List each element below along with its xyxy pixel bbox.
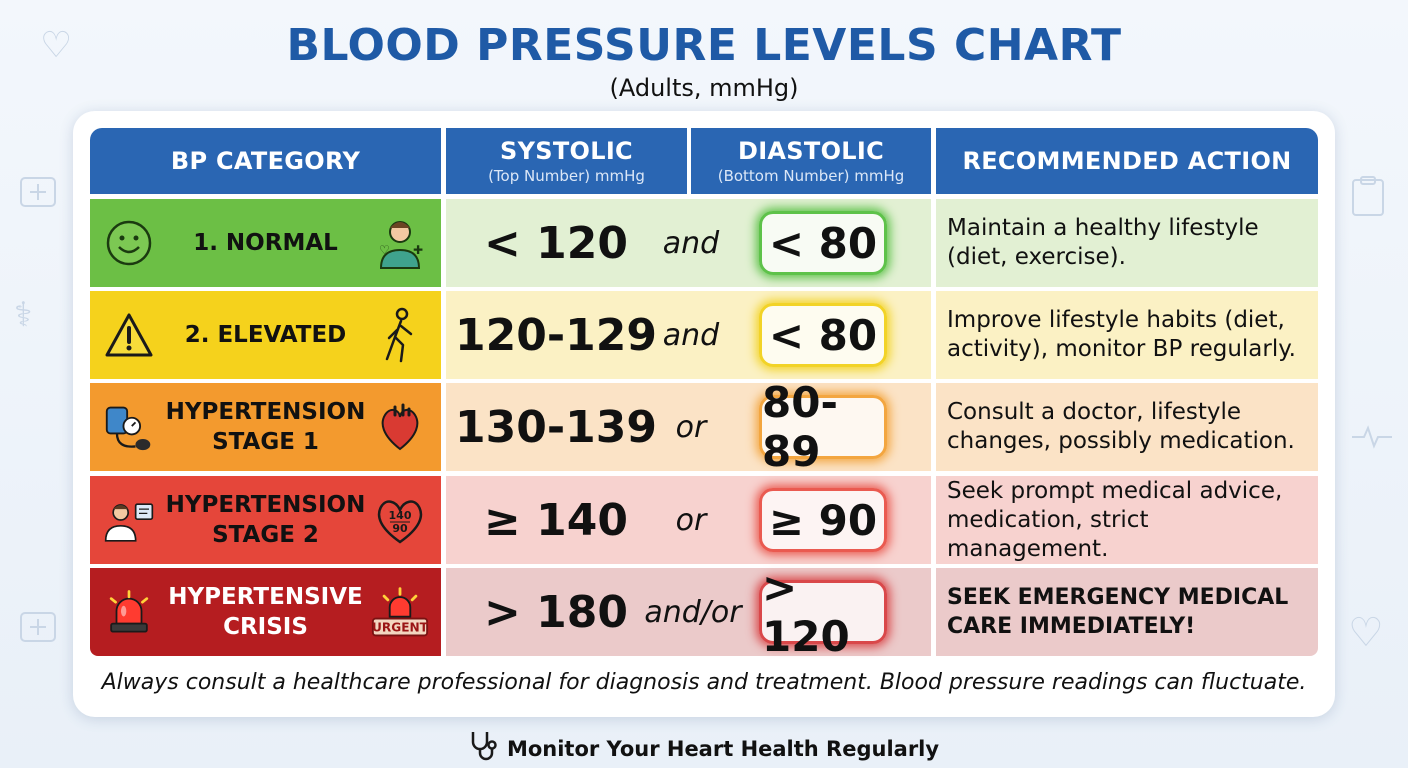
category-stage1: HYPERTENSION STAGE 1	[90, 383, 441, 471]
category-crisis-label: HYPERTENSIVE CRISIS	[160, 582, 371, 642]
diastolic-badge-stage2: ≥ 90	[759, 488, 887, 552]
values-row-elevated: 120-129 and < 80	[446, 291, 931, 379]
bg-stethoscope-icon: ⚕	[14, 295, 33, 335]
category-normal: 1. NORMAL ♡ ✚	[90, 199, 441, 287]
bottom-note: Monitor Your Heart Health Regularly	[0, 730, 1408, 767]
action-stage1-line2: changes, possibly medication.	[947, 428, 1295, 454]
category-elevated-label: 2. ELEVATED	[184, 322, 347, 348]
action-stage2: Seek prompt medical advice, medication, …	[936, 476, 1318, 564]
header-systolic-sub: (Top Number) mmHg	[488, 167, 645, 185]
urgent-label: URGENT	[372, 621, 429, 635]
svg-text:♡: ♡	[379, 243, 390, 257]
header-systolic: SYSTOLIC (Top Number) mmHg	[446, 128, 687, 194]
walking-person-icon	[371, 306, 429, 364]
category-stage1-line2: STAGE 1	[212, 429, 319, 455]
systolic-elevated: 120-129	[455, 309, 657, 361]
heart-monitor-diastolic: 90	[392, 522, 408, 535]
header-action: RECOMMENDED ACTION	[936, 128, 1318, 194]
page-subtitle: (Adults, mmHg)	[609, 74, 799, 102]
action-stage1: Consult a doctor, lifestyle changes, pos…	[936, 383, 1318, 471]
diastolic-badge-elevated: < 80	[759, 303, 887, 367]
smiley-icon	[104, 218, 154, 268]
values-row-stage2: ≥ 140 or ≥ 90	[446, 476, 931, 564]
category-crisis-line2: CRISIS	[223, 614, 308, 640]
action-crisis-line2: CARE IMMEDIATELY!	[947, 614, 1196, 639]
action-stage1-line1: Consult a doctor, lifestyle	[947, 399, 1242, 425]
page-title: BLOOD PRESSURE LEVELS CHART	[286, 20, 1122, 71]
category-stage2-line2: STAGE 2	[212, 522, 319, 548]
bottom-note-text: Monitor Your Heart Health Regularly	[506, 736, 940, 761]
action-crisis-line1: SEEK EMERGENCY MEDICAL	[947, 585, 1289, 610]
header-category-label: BP CATEGORY	[170, 147, 361, 175]
values-row-crisis: > 180 and/or > 120	[446, 563, 931, 661]
action-crisis: SEEK EMERGENCY MEDICAL CARE IMMEDIATELY!	[936, 568, 1318, 656]
bg-pulse-icon	[1352, 425, 1392, 453]
diastolic-badge-stage1: 80-89	[759, 378, 887, 476]
diastolic-badge-normal: < 80	[759, 211, 887, 275]
action-stage2-line1: Seek prompt medical advice,	[947, 477, 1283, 504]
category-stage1-line1: HYPERTENSION	[165, 399, 366, 425]
conjunction-stage1: or	[675, 409, 707, 445]
conjunction-stage2: or	[675, 502, 707, 538]
action-stage2-line2: medication, strict management.	[947, 506, 1149, 562]
systolic-crisis: > 180	[483, 586, 629, 638]
conjunction-crisis: and/or	[644, 594, 742, 630]
action-elevated: Improve lifestyle habits (diet, activity…	[936, 291, 1318, 379]
category-stage2-line1: HYPERTENSION	[165, 492, 366, 518]
bg-medical-box-icon	[18, 170, 58, 214]
systolic-stage2: ≥ 140	[483, 494, 629, 546]
action-normal-line2: (diet, exercise).	[947, 244, 1126, 270]
urgent-siren-icon: URGENT	[371, 583, 429, 641]
diastolic-badge-crisis: > 120	[759, 563, 887, 661]
category-stage1-label: HYPERTENSION STAGE 1	[160, 397, 371, 457]
systolic-normal: < 120	[483, 217, 629, 269]
heart-monitor-systolic: 140	[389, 509, 412, 522]
header-diastolic: DIASTOLIC (Bottom Number) mmHg	[691, 128, 931, 194]
action-elevated-line2: activity), monitor BP regularly.	[947, 336, 1296, 362]
action-normal: Maintain a healthy lifestyle (diet, exer…	[936, 199, 1318, 287]
conjunction-elevated: and	[662, 317, 720, 353]
svg-text:✚: ✚	[413, 243, 423, 257]
stethoscope-icon	[469, 730, 499, 767]
bg-heart-icon: ♡	[40, 25, 73, 66]
category-crisis-line1: HYPERTENSIVE	[168, 584, 363, 610]
category-elevated: 2. ELEVATED	[90, 291, 441, 379]
category-normal-label: 1. NORMAL	[193, 230, 338, 256]
header-systolic-label: SYSTOLIC	[500, 137, 633, 165]
category-stage2: HYPERTENSION STAGE 2 140 90	[90, 476, 441, 564]
heart-monitor-icon: 140 90	[371, 491, 429, 549]
footnote: Always consult a healthcare professional…	[101, 670, 1307, 695]
doctor-chart-icon	[104, 495, 154, 545]
systolic-stage1: 130-139	[455, 401, 657, 453]
action-elevated-line1: Improve lifestyle habits (diet,	[947, 307, 1285, 333]
header-action-label: RECOMMENDED ACTION	[962, 147, 1292, 175]
header-diastolic-label: DIASTOLIC	[737, 137, 885, 165]
category-crisis: HYPERTENSIVE CRISIS URGENT	[90, 568, 441, 656]
conjunction-normal: and	[662, 225, 720, 261]
bg-heart-icon-2: ♡	[1348, 610, 1384, 656]
blood-pressure-cuff-icon	[104, 402, 154, 452]
header-diastolic-sub: (Bottom Number) mmHg	[717, 167, 905, 185]
header-category: BP CATEGORY	[90, 128, 441, 194]
siren-icon	[104, 587, 154, 637]
bg-medical-box-icon-2	[18, 605, 58, 649]
values-row-stage1: 130-139 or 80-89	[446, 378, 931, 476]
doctor-icon: ♡ ✚	[371, 214, 429, 272]
warning-icon	[104, 310, 154, 360]
values-row-normal: < 120 and < 80	[446, 199, 931, 287]
category-stage2-label: HYPERTENSION STAGE 2	[160, 490, 371, 550]
heart-organ-icon	[371, 398, 429, 456]
bg-clipboard-icon	[1350, 175, 1386, 221]
action-normal-line1: Maintain a healthy lifestyle	[947, 215, 1259, 241]
